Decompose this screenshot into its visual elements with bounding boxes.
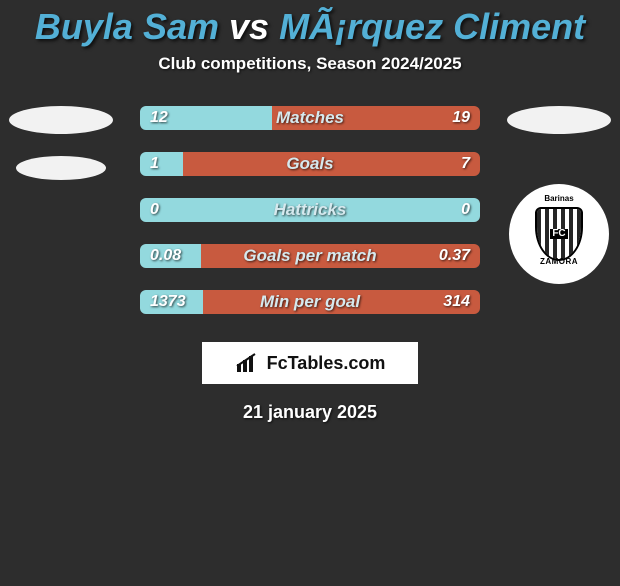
stat-left-value: 1 xyxy=(150,155,159,173)
stat-row: 0.08 0.37 Goals per match xyxy=(140,244,480,268)
stat-left-value: 0 xyxy=(150,201,159,219)
stat-left-value: 12 xyxy=(150,109,168,127)
player2-badge-placeholder xyxy=(507,106,611,134)
stat-row: 0 0 Hattricks xyxy=(140,198,480,222)
stat-right-value: 19 xyxy=(452,109,470,127)
club-fc-text: FC xyxy=(550,229,567,239)
stat-row: 1 7 Goals xyxy=(140,152,480,176)
stat-right-value: 0 xyxy=(461,201,470,219)
player1-name: Buyla Sam xyxy=(35,6,219,47)
club-banner: Barinas xyxy=(544,194,573,203)
brand-box: FcTables.com xyxy=(202,342,418,384)
left-badge-column xyxy=(6,106,116,180)
club-name: ZAMORA xyxy=(540,257,578,266)
stat-label: Goals per match xyxy=(243,246,376,266)
brand-text: FcTables.com xyxy=(267,353,386,374)
stat-bar-left xyxy=(140,152,183,176)
player2-name: MÃ¡rquez Climent xyxy=(279,6,585,47)
stat-right-value: 7 xyxy=(461,155,470,173)
stat-label: Matches xyxy=(276,108,344,128)
date-text: 21 january 2025 xyxy=(0,402,620,423)
club-shield-icon: FC xyxy=(535,207,583,261)
stat-label: Goals xyxy=(286,154,333,174)
chart-icon xyxy=(235,352,261,374)
comparison-content: Barinas FC ZAMORA 12 19 Matches 1 7 Goals 0 0 Ha… xyxy=(0,106,620,314)
stat-left-value: 1373 xyxy=(150,293,186,311)
stat-right-value: 314 xyxy=(443,293,470,311)
player1-badge-placeholder xyxy=(9,106,113,134)
stat-row: 1373 314 Min per goal xyxy=(140,290,480,314)
stat-bars: 12 19 Matches 1 7 Goals 0 0 Hattricks 0.08 0.37 Goa… xyxy=(140,106,480,314)
stat-left-value: 0.08 xyxy=(150,247,181,265)
vs-text: vs xyxy=(229,6,269,47)
player1-club-placeholder xyxy=(16,156,106,180)
player2-club-logo: Barinas FC ZAMORA xyxy=(509,184,609,284)
right-badge-column: Barinas FC ZAMORA xyxy=(504,106,614,284)
stat-row: 12 19 Matches xyxy=(140,106,480,130)
subtitle: Club competitions, Season 2024/2025 xyxy=(0,54,620,74)
stat-label: Hattricks xyxy=(274,200,347,220)
stat-label: Min per goal xyxy=(260,292,360,312)
page-title: Buyla Sam vs MÃ¡rquez Climent xyxy=(0,6,620,48)
stat-right-value: 0.37 xyxy=(439,247,470,265)
